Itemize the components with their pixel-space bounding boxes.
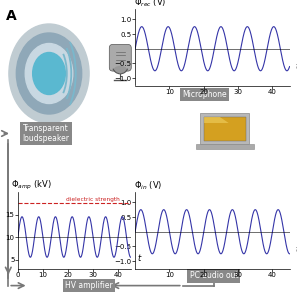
- Text: $\Phi_{rec}$ (V): $\Phi_{rec}$ (V): [134, 0, 166, 9]
- FancyBboxPatch shape: [109, 44, 131, 71]
- Ellipse shape: [9, 24, 89, 123]
- Ellipse shape: [33, 52, 65, 94]
- FancyBboxPatch shape: [204, 117, 246, 141]
- Ellipse shape: [25, 44, 73, 104]
- Text: Transparent
loudspeaker: Transparent loudspeaker: [23, 124, 69, 143]
- X-axis label: $t$: $t$: [295, 60, 297, 71]
- Ellipse shape: [16, 33, 82, 114]
- Text: $\Phi_{amp}$ (kV): $\Phi_{amp}$ (kV): [11, 179, 52, 192]
- Text: dielectric strength: dielectric strength: [66, 197, 120, 202]
- Polygon shape: [204, 117, 229, 123]
- X-axis label: $t$: $t$: [137, 252, 143, 263]
- FancyBboxPatch shape: [196, 144, 254, 149]
- Text: HV amplifier: HV amplifier: [65, 281, 113, 290]
- Text: A: A: [6, 9, 17, 23]
- Ellipse shape: [114, 67, 126, 73]
- X-axis label: $t$: $t$: [295, 243, 297, 254]
- Text: $\Phi_{in}$ (V): $\Phi_{in}$ (V): [134, 179, 162, 192]
- FancyBboxPatch shape: [200, 112, 249, 144]
- Text: Microphone: Microphone: [183, 90, 227, 99]
- Text: PC audio out: PC audio out: [189, 272, 238, 280]
